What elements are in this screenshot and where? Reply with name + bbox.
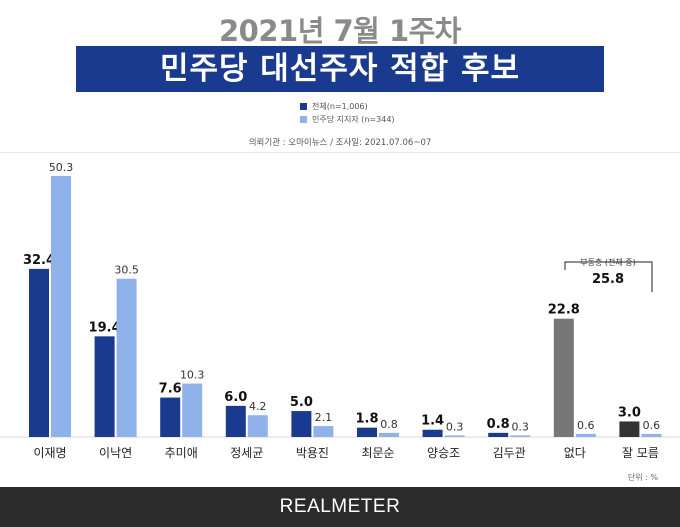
category-label: 잘 모름 <box>622 446 659 460</box>
bar-group: 1.4 0.3 양승조 <box>421 414 465 460</box>
bar-total <box>94 336 115 437</box>
bar-supporters <box>379 432 399 437</box>
data-label-total: 22.8 <box>548 303 580 318</box>
category-label: 이재명 <box>33 446 66 460</box>
bar-supporters <box>182 383 203 437</box>
annotation-label: 부동층 (전체 중) <box>580 257 636 267</box>
bar-group: 0.8 0.3 김두관 <box>487 417 531 460</box>
legend-label-total: 전체(n=1,006) <box>312 102 368 111</box>
annotation-bracket <box>564 261 653 292</box>
legend-item-supporters: 민주당 지지자 (n=344) <box>300 113 395 126</box>
bar-total <box>29 268 49 437</box>
legend: 전체(n=1,006) 민주당 지지자 (n=344) <box>300 100 395 126</box>
annotation-value: 25.8 <box>592 272 624 287</box>
data-label-supporters: 10.3 <box>180 369 205 382</box>
data-label-total: 6.0 <box>224 390 247 405</box>
category-label: 없다 <box>564 446 586 460</box>
bar-group: 19.4 30.5 이낙연 <box>89 264 139 460</box>
data-label-supporters: 4.2 <box>249 400 267 413</box>
unit-label: 단위 : % <box>627 473 658 482</box>
bar-total <box>291 411 312 437</box>
data-label-supporters: 0.3 <box>511 420 529 433</box>
bar-supporters <box>313 426 334 437</box>
data-label-supporters: 0.8 <box>380 418 398 431</box>
bar-group: 6.04.2 정세균 <box>224 390 268 460</box>
bar-total <box>357 427 377 437</box>
bar-group: 22.8 0.6 없다 <box>548 303 596 460</box>
footer-brand: REALMETER <box>0 487 680 527</box>
data-label-total: 5.0 <box>290 395 313 410</box>
category-label: 추미애 <box>165 446 198 460</box>
bar-chart: 32.4 50.3 이재명 19.4 30.5 이낙연 7.610.3 추미애 6.04.2 정세… <box>0 161 680 460</box>
data-label-supporters: 0.3 <box>446 420 464 433</box>
category-label: 정세균 <box>230 446 263 460</box>
bar-total <box>225 405 246 437</box>
category-label: 이낙연 <box>99 446 132 460</box>
data-label-total: 19.4 <box>89 320 121 335</box>
bar-total <box>422 429 443 437</box>
bar-group: 7.610.3 추미애 <box>159 369 205 460</box>
data-label-total: 0.8 <box>487 417 510 432</box>
data-label-total: 1.8 <box>355 412 378 427</box>
chart-top-title: 2021년 7월 1주차 <box>219 14 461 48</box>
bar-supporters <box>641 433 662 437</box>
bar-total <box>160 397 181 437</box>
data-label-supporters: 0.6 <box>577 419 595 432</box>
bar-group: 5.02.1 박용진 <box>290 395 334 460</box>
bar-group: 1.8 0.8 최문순 <box>355 412 399 460</box>
bar-supporters <box>575 433 596 437</box>
legend-swatch-total <box>300 103 307 110</box>
data-label-supporters: 0.6 <box>643 419 661 432</box>
category-label: 김두관 <box>493 446 526 460</box>
undecided-annotation: 부동층 (전체 중) 25.8 <box>564 257 653 292</box>
data-label-total: 32.4 <box>23 253 55 268</box>
legend-item-total: 전체(n=1,006) <box>300 100 395 113</box>
bar-group: 32.4 50.3 이재명 <box>23 161 73 460</box>
bar-supporters <box>247 415 268 437</box>
bar-group: 3.00.6 잘 모름 <box>618 405 662 460</box>
category-label: 박용진 <box>296 446 329 460</box>
data-label-supporters: 50.3 <box>49 161 74 174</box>
data-label-supporters: 30.5 <box>114 264 139 277</box>
bar-supporters <box>51 176 71 437</box>
chart-title-banner: 민주당 대선주자 적합 후보 <box>76 46 604 92</box>
data-label-total: 3.0 <box>618 405 641 420</box>
category-label: 양승조 <box>427 446 460 460</box>
source-line: 의뢰기관 : 오마이뉴스 / 조사일: 2021.07.06~07 <box>248 138 432 148</box>
bar-supporters <box>116 278 137 437</box>
bar-total <box>553 318 574 437</box>
data-label-supporters: 2.1 <box>315 411 333 424</box>
data-label-total: 1.4 <box>421 414 444 429</box>
data-label-total: 7.6 <box>159 382 182 397</box>
category-label: 최문순 <box>361 446 394 460</box>
divider <box>0 152 680 153</box>
legend-label-supporters: 민주당 지지자 (n=344) <box>312 115 395 124</box>
bar-supporters <box>444 435 465 437</box>
bar-total <box>619 421 640 437</box>
legend-swatch-supporters <box>300 116 307 123</box>
bar-total <box>488 432 509 437</box>
bar-supporters <box>510 435 531 437</box>
